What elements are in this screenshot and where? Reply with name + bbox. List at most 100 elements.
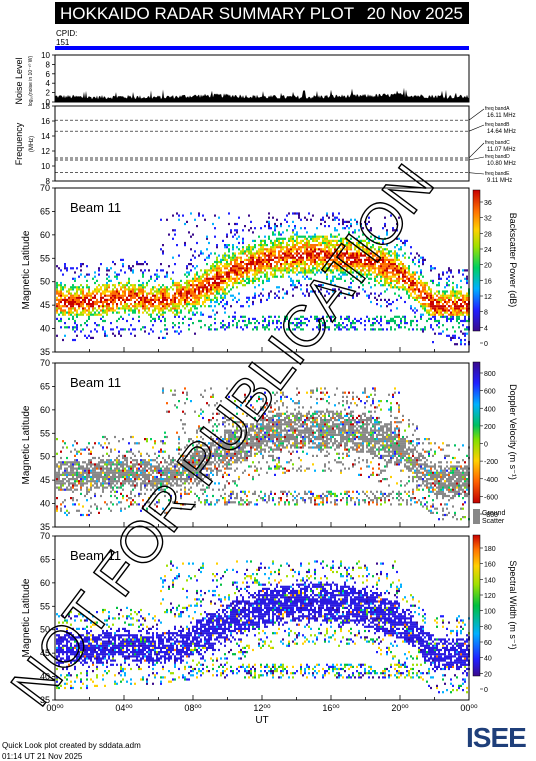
echo-cell (318, 269, 320, 272)
echo-cell (376, 298, 378, 301)
echo-cell (266, 324, 268, 327)
echo-cell (300, 250, 302, 253)
echo-cell (300, 324, 302, 327)
echo-cell (252, 317, 254, 320)
echo-cell (314, 258, 316, 261)
echo-cell (322, 218, 324, 221)
echo-cell (300, 263, 302, 266)
echo-cell (310, 218, 312, 221)
echo-cell (360, 265, 362, 268)
echo-cell (100, 294, 102, 297)
echo-cell (164, 296, 166, 299)
echo-cell (240, 256, 242, 259)
echo-cell (154, 452, 156, 455)
echo-cell (206, 469, 208, 472)
echo-cell (330, 252, 332, 255)
echo-cell (118, 317, 120, 320)
echo-cell (364, 263, 366, 266)
echo-cell (122, 471, 124, 474)
echo-cell (218, 482, 220, 485)
echo-cell (464, 298, 466, 301)
echo-cell (206, 501, 208, 504)
echo-cell (238, 281, 240, 285)
echo-cell (300, 256, 302, 259)
echo-cell (234, 273, 236, 276)
echo-cell (218, 265, 220, 268)
echo-cell (74, 454, 76, 457)
echo-cell (226, 450, 228, 453)
echo-cell (184, 286, 186, 289)
echo-cell (106, 438, 108, 441)
echo-cell (348, 252, 350, 255)
echo-cell (76, 461, 78, 464)
echo-cell (192, 305, 194, 308)
echo-cell (382, 267, 384, 270)
echo-cell (64, 303, 66, 306)
echo-cell (462, 311, 464, 314)
echo-cell (176, 475, 178, 479)
echo-cell (60, 456, 62, 460)
echo-cell (162, 478, 164, 481)
echo-cell (286, 220, 288, 223)
echo-cell (104, 473, 106, 476)
echo-cell (144, 492, 146, 495)
echo-cell (308, 254, 310, 257)
echo-cell (448, 284, 450, 287)
echo-cell (160, 440, 162, 443)
echo-cell (198, 456, 200, 460)
echo-cell (196, 241, 198, 245)
echo-cell (124, 309, 126, 312)
echo-cell (82, 467, 84, 470)
echo-cell (172, 326, 174, 329)
echo-cell (188, 465, 190, 468)
echo-cell (164, 307, 166, 310)
echo-cell (400, 271, 402, 274)
echo-cell (74, 471, 76, 474)
echo-cell (194, 450, 196, 453)
echo-cell (380, 258, 382, 261)
echo-cell (158, 471, 160, 474)
echo-cell (160, 292, 162, 295)
echo-cell (442, 271, 444, 274)
echo-cell (410, 324, 412, 327)
echo-cell (194, 461, 196, 464)
echo-cell (396, 315, 398, 318)
echo-cell (194, 273, 196, 276)
echo-cell (346, 252, 348, 255)
echo-cell (174, 459, 176, 462)
echo-cell (364, 267, 366, 270)
echo-cell (334, 317, 336, 320)
echo-cell (180, 463, 182, 466)
echo-cell (232, 277, 234, 280)
echo-cell (174, 469, 176, 472)
echo-cell (368, 277, 370, 280)
echo-cell (116, 465, 118, 468)
echo-cell (414, 281, 416, 285)
echo-cell (318, 258, 320, 261)
echo-cell (92, 300, 94, 304)
echo-cell (128, 473, 130, 476)
echo-cell (212, 277, 214, 280)
echo-cell (322, 237, 324, 240)
echo-cell (154, 492, 156, 495)
echo-cell (250, 263, 252, 266)
echo-cell (394, 263, 396, 266)
echo-cell (280, 250, 282, 253)
echo-cell (96, 330, 98, 333)
echo-cell (180, 448, 182, 451)
echo-cell (190, 490, 192, 493)
echo-cell (316, 260, 318, 264)
echo-cell (374, 260, 376, 264)
echo-cell (252, 246, 254, 249)
echo-cell (88, 305, 90, 308)
echo-cell (214, 288, 216, 291)
echo-cell (104, 311, 106, 314)
echo-cell (440, 298, 442, 301)
echo-cell (116, 296, 118, 299)
echo-cell (190, 438, 192, 441)
echo-cell (104, 482, 106, 485)
echo-cell (444, 296, 446, 299)
echo-cell (214, 265, 216, 268)
echo-cell (396, 254, 398, 257)
echo-cell (152, 292, 154, 295)
